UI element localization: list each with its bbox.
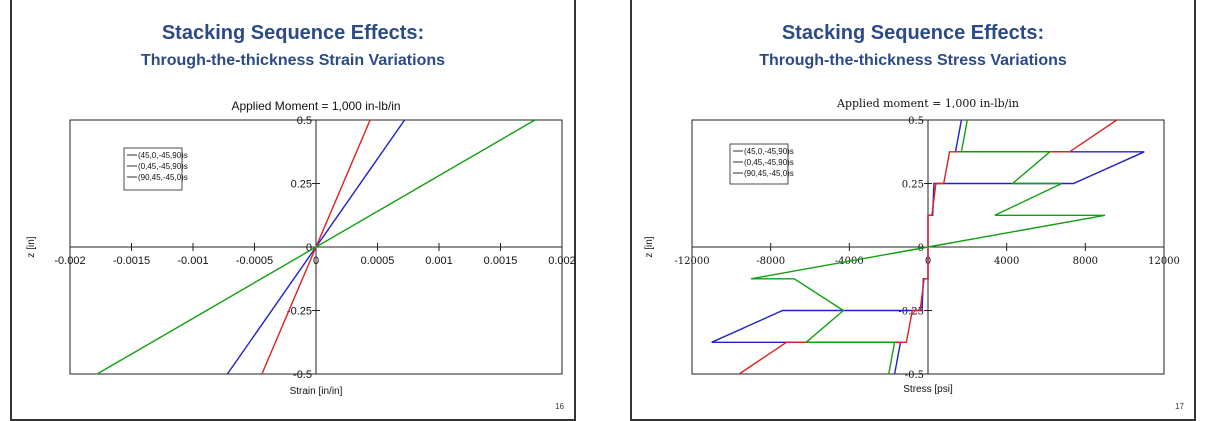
legend-entry: (45,0,-45,90)s [744, 147, 794, 156]
x-tick-label: 0.002 [548, 255, 576, 267]
x-tick-label: -12000 [674, 256, 709, 267]
slide-title: Stacking Sequence Effects: [781, 22, 1045, 44]
x-tick-label: -0.0015 [113, 255, 150, 267]
series-line-3 [96, 119, 536, 375]
x-tick-label: -0.0005 [236, 255, 273, 267]
x-tick-label: 0.0005 [361, 255, 395, 267]
slide-subtitle: Through-the-thickness Stress Variations [759, 52, 1067, 69]
legend-entry: (0,45,-45,90)s [744, 158, 794, 167]
chart-title: Applied Moment = 1,000 in-lb/in [231, 99, 400, 113]
x-tick-label: -0.002 [54, 255, 85, 267]
y-tick-label: 0 [306, 242, 312, 254]
x-tick-label: 0.001 [425, 255, 453, 267]
y-tick-label: 0.25 [902, 180, 924, 191]
x-tick-label: 0.0015 [484, 255, 518, 267]
y-tick-label: 0.5 [908, 116, 924, 127]
x-tick-label: -8000 [756, 256, 785, 267]
y-tick-label: 0.5 [297, 115, 312, 127]
strain-chart: Applied Moment = 1,000 in-lb/in -0.002 -0.… [26, 99, 576, 397]
slide-subtitle: Through-the-thickness Strain Variations [140, 52, 446, 69]
x-tick-label: 8000 [1073, 256, 1098, 267]
x-tick-label: 4000 [994, 256, 1019, 267]
x-tick-label: -0.001 [177, 255, 208, 267]
x-tick-label: 12000 [1148, 256, 1180, 267]
page-number: 16 [555, 402, 564, 411]
slide-stress: Stacking Sequence Effects: Through-the-t… [630, 0, 1196, 421]
legend-entry: (90,45,-45,0)s [744, 169, 794, 178]
y-tick-label: 0.25 [291, 179, 312, 191]
slide-title: Stacking Sequence Effects: [161, 22, 425, 44]
x-tick-label: 0 [313, 255, 319, 267]
y-axis-title: z [in] [644, 236, 655, 257]
legend-entry: (0,45,-45,90)s [138, 162, 188, 171]
x-axis-title: Stress [psi] [903, 384, 953, 395]
chart-title: Applied moment = 1,000 in-lb/in [836, 97, 1019, 110]
y-tick-label: -0.25 [898, 307, 924, 318]
x-axis-title: Strain [in/in] [290, 386, 343, 397]
series-line-3 [750, 119, 1106, 375]
y-tick-label: -0.5 [293, 369, 312, 381]
legend-entry: (90,45,-45,0)s [138, 173, 188, 182]
stress-chart: Applied moment = 1,000 in-lb/in -12000 -80… [644, 97, 1180, 395]
slide-strain: Stacking Sequence Effects: Through-the-t… [10, 0, 576, 421]
legend-entry: (45,0,-45,90)s [138, 151, 188, 160]
y-axis-title: z [in] [26, 236, 37, 257]
page-number: 17 [1175, 402, 1184, 411]
y-tick-label: -0.5 [905, 370, 924, 381]
y-tick-label: -0.25 [287, 306, 312, 318]
